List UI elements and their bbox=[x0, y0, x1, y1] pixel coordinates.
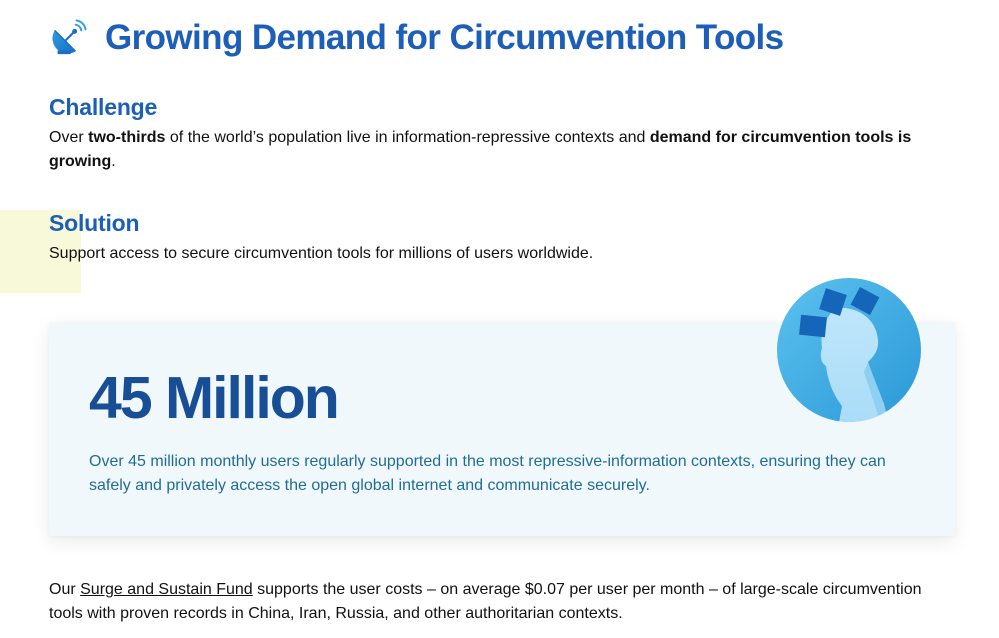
challenge-bold-part: two-thirds bbox=[88, 129, 166, 146]
stat-description: Over 45 million monthly users regularly … bbox=[89, 453, 886, 494]
challenge-text-part: Over bbox=[49, 129, 89, 146]
page-title: Growing Demand for Circumvention Tools bbox=[105, 18, 784, 57]
surge-and-sustain-fund-link[interactable]: Surge and Sustain Fund bbox=[80, 581, 253, 598]
decorative-square bbox=[0, 210, 81, 293]
solution-heading: Solution bbox=[49, 210, 140, 236]
fund-text-part: supports the user costs – on average $0.… bbox=[49, 581, 922, 622]
satellite-dish-icon bbox=[52, 19, 87, 55]
challenge-text-part: of the world’s population live in inform… bbox=[165, 129, 650, 146]
solution-text: Support access to secure circumvention t… bbox=[49, 245, 594, 262]
challenge-heading: Challenge bbox=[49, 94, 158, 120]
title-row: Growing Demand for Circumvention Tools bbox=[49, 16, 784, 60]
user-silhouette-icon bbox=[777, 278, 921, 422]
fund-text-part: Our bbox=[49, 581, 81, 598]
stat-number: 45 Million bbox=[89, 365, 340, 431]
challenge-bold-part: demand for circumvention tools is growin… bbox=[49, 129, 912, 170]
fund-text: Our Surge and Sustain Fund supports the … bbox=[49, 578, 959, 626]
challenge-text: Over two-thirds of the world’s populatio… bbox=[49, 126, 959, 174]
challenge-text-part: . bbox=[111, 153, 116, 170]
